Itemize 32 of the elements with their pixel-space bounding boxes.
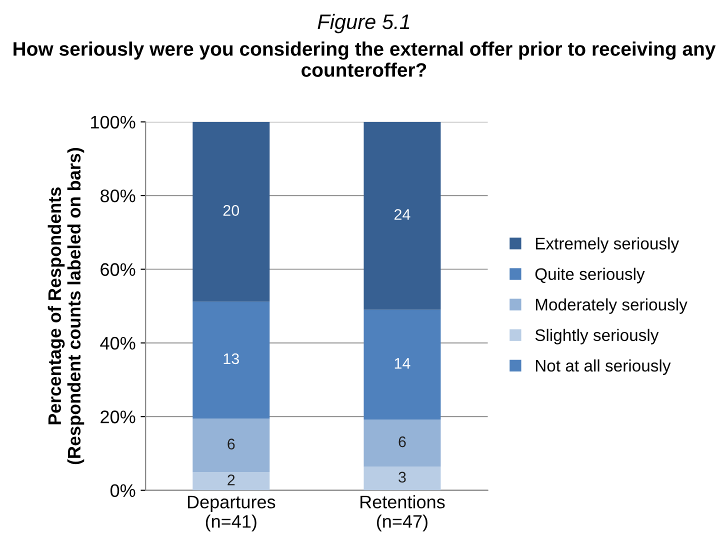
y-tick-label: 20%: [100, 410, 136, 424]
x-tick-label: Retentions (n=47): [360, 495, 445, 532]
legend-label: Quite seriously: [535, 268, 645, 284]
y-tick-label: 60%: [100, 263, 136, 276]
bar: [364, 466, 441, 490]
x-tick-label: Departures (n=41): [188, 496, 276, 532]
bar: [364, 420, 441, 467]
bar: [364, 122, 441, 310]
legend-label: Not at all seriously: [536, 359, 671, 375]
annotation: 13: [224, 353, 239, 364]
annotation: 24: [394, 209, 410, 220]
bar: [192, 122, 270, 302]
annotation: 20: [223, 205, 240, 216]
legend-label: Slightly seriously: [535, 328, 659, 344]
bar: [364, 310, 441, 420]
annotation: 6: [398, 436, 406, 448]
y-tick-label: 80%: [100, 189, 136, 202]
y-tick-label: 40%: [100, 336, 136, 350]
y-axis-title: Percentage of Respondents (Respondent counts labeled on bars): [48, 148, 84, 464]
annotation: 6: [228, 438, 235, 450]
y-tick-label: 100%: [91, 116, 136, 129]
chart-subtitle: How seriously were you considering the external offer prior to receiving any counteroffer?: [14, 42, 716, 77]
bar: [192, 472, 270, 490]
legend-label: Moderately seriously: [536, 298, 688, 314]
annotation: 3: [398, 472, 406, 483]
chart-title: Figure 5.1: [318, 14, 410, 34]
y-tick-label: 0%: [110, 484, 136, 498]
bar: [192, 302, 270, 418]
bar: [192, 418, 270, 472]
annotation: 14: [394, 358, 410, 369]
legend-label: Extremely seriously: [536, 237, 680, 253]
annotation: 2: [228, 474, 235, 486]
